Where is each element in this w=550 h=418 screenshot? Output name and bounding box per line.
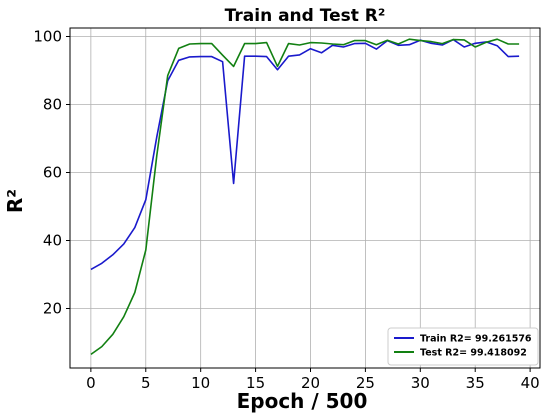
plot-area — [69, 27, 541, 369]
x-tick-label: 35 — [466, 374, 485, 392]
x-tick-label: 40 — [521, 374, 540, 392]
x-tick-label: 30 — [411, 374, 430, 392]
y-tick-label: 40 — [43, 232, 62, 250]
series-line-train — [90, 38, 520, 271]
x-tick-label: 10 — [191, 374, 210, 392]
ticks: 0 5 10 15 20 25 30 35 40 20 40 60 80 100 — [33, 28, 539, 393]
x-tick-label: 25 — [356, 374, 375, 392]
legend-box — [387, 327, 539, 366]
legend-label-test: Test R2= 99.418092 — [420, 348, 527, 359]
x-tick-label: 20 — [301, 374, 320, 392]
chart-title: Train and Test R² — [225, 6, 386, 26]
legend: Train R2= 99.261576 Test R2= 99.418092 — [387, 327, 539, 366]
x-tick-label: 15 — [246, 374, 265, 392]
y-tick-label: 20 — [43, 300, 62, 318]
x-tick-label: 0 — [86, 374, 96, 392]
y-tick-label: 80 — [43, 96, 62, 114]
y-axis-title: R² — [3, 189, 27, 213]
y-tick-label: 60 — [43, 164, 62, 182]
y-tick-label: 100 — [33, 28, 62, 46]
x-axis-title: Epoch / 500 — [237, 389, 368, 413]
legend-label-train: Train R2= 99.261576 — [420, 334, 532, 345]
grid — [70, 28, 540, 368]
series-line-test — [90, 38, 520, 356]
series-layer — [90, 38, 520, 356]
x-tick-label: 5 — [141, 374, 151, 392]
